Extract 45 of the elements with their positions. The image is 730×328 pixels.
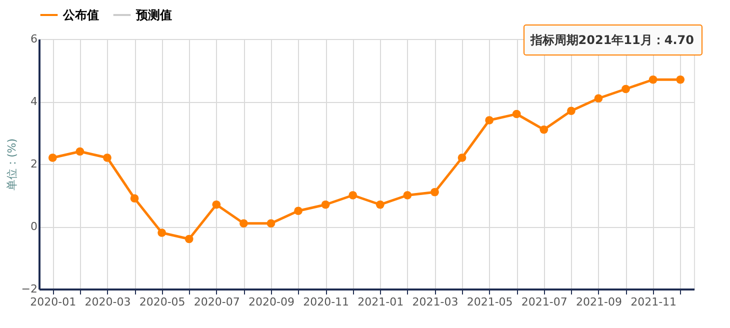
point bbox=[648, 75, 658, 84]
x-tick-label: 2021-03 bbox=[412, 296, 458, 308]
point bbox=[512, 110, 521, 118]
point bbox=[594, 94, 603, 103]
point bbox=[376, 200, 384, 209]
x-tick-label: 2020-05 bbox=[139, 296, 186, 308]
point bbox=[48, 154, 57, 162]
point bbox=[403, 191, 412, 200]
y-tick-label: 4 bbox=[30, 95, 38, 108]
y-axis-title: 单位：(%) bbox=[5, 138, 18, 191]
point bbox=[184, 234, 194, 244]
point bbox=[567, 106, 576, 116]
x-tick-label: 2021-11 bbox=[630, 296, 677, 308]
legend-label: 预测值 bbox=[135, 8, 172, 22]
point bbox=[266, 219, 276, 228]
point bbox=[622, 84, 630, 94]
x-tick-label: 2020-07 bbox=[194, 296, 240, 308]
y-tick-label: 0 bbox=[30, 220, 38, 233]
x-tick-label: 2020-09 bbox=[248, 296, 294, 308]
point bbox=[676, 75, 685, 84]
point bbox=[158, 228, 166, 237]
x-tick-label: 2021-09 bbox=[576, 296, 622, 308]
point bbox=[130, 194, 139, 203]
point bbox=[103, 154, 112, 162]
y-tick-label: 6 bbox=[30, 32, 38, 46]
x-tick-label: 2020-03 bbox=[84, 296, 131, 308]
x-tick-label: 2021-07 bbox=[521, 296, 568, 308]
legend-label: 公布值 bbox=[62, 8, 99, 22]
point bbox=[458, 154, 466, 162]
y-tick-label: −2 bbox=[21, 282, 38, 296]
point bbox=[321, 200, 330, 209]
point bbox=[76, 147, 84, 156]
point bbox=[240, 219, 248, 228]
point bbox=[540, 125, 548, 134]
point bbox=[485, 116, 494, 124]
x-tick-label: 2020-01 bbox=[30, 296, 76, 308]
x-tick-label: 2021-01 bbox=[358, 296, 404, 308]
annotation: 指标周期2021年11月：4.70 bbox=[529, 33, 694, 47]
x-tick-label: 2020-11 bbox=[303, 296, 350, 308]
point bbox=[430, 188, 439, 196]
x-tick-label: 2021-05 bbox=[466, 296, 513, 308]
point bbox=[294, 206, 302, 216]
point bbox=[348, 191, 358, 200]
y-tick-label: 2 bbox=[30, 158, 38, 170]
point bbox=[212, 200, 221, 209]
